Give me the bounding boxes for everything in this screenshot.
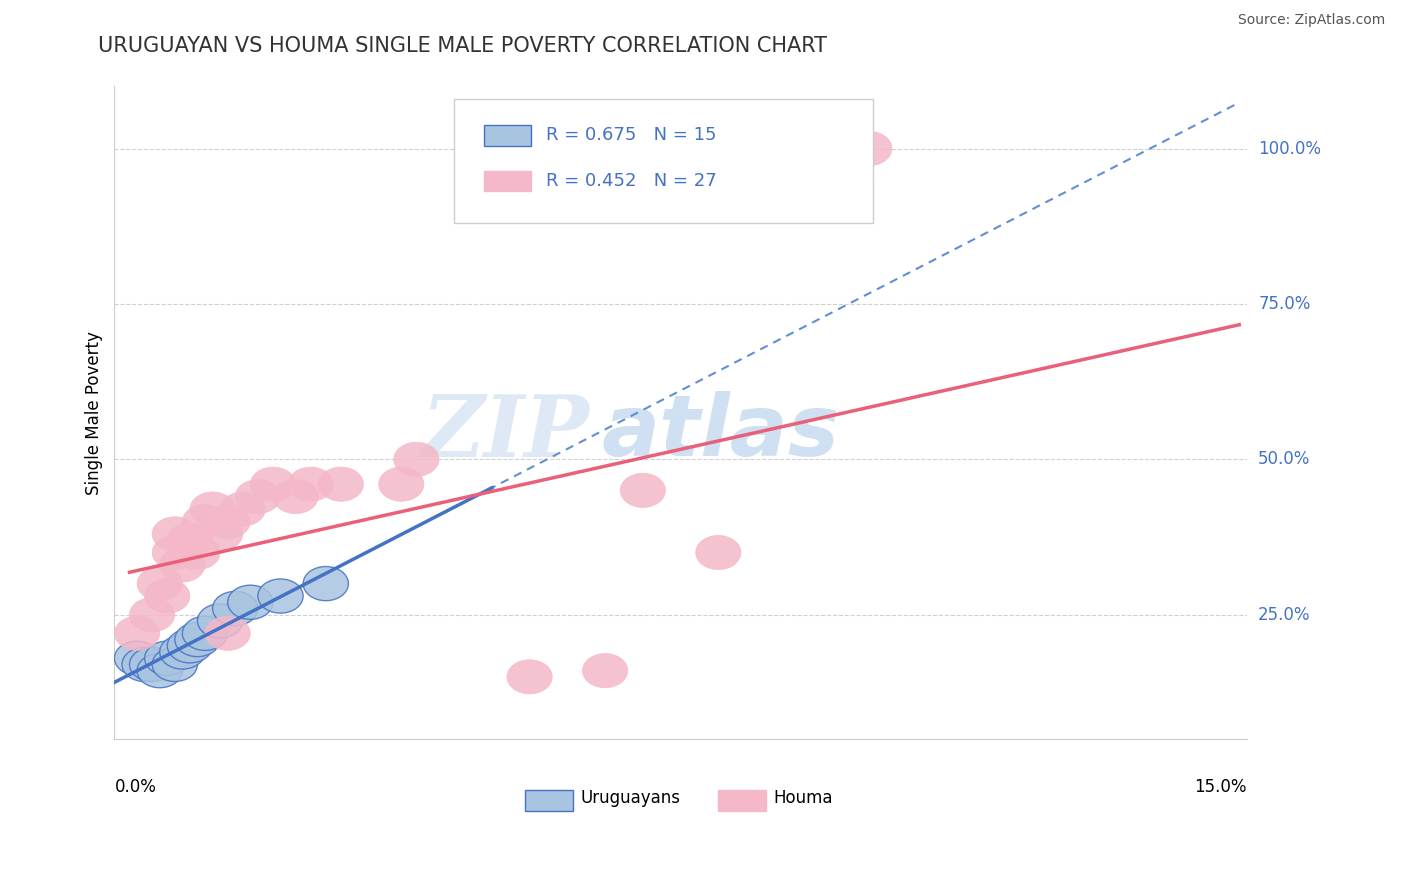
Ellipse shape [257,579,304,613]
Ellipse shape [235,480,280,514]
Text: 50.0%: 50.0% [1258,450,1310,468]
Ellipse shape [145,579,190,613]
Text: Source: ZipAtlas.com: Source: ZipAtlas.com [1237,13,1385,28]
Ellipse shape [273,480,318,514]
Ellipse shape [167,523,212,558]
Text: 25.0%: 25.0% [1258,606,1310,624]
Ellipse shape [508,660,553,694]
Ellipse shape [696,535,741,570]
Text: R = 0.452   N = 27: R = 0.452 N = 27 [546,172,717,190]
Text: 0.0%: 0.0% [114,778,156,797]
Ellipse shape [318,467,364,501]
Ellipse shape [114,616,160,650]
Ellipse shape [145,641,190,675]
Ellipse shape [174,623,221,657]
Ellipse shape [183,616,228,650]
Text: Uruguayans: Uruguayans [581,789,681,806]
Ellipse shape [122,648,167,681]
Text: atlas: atlas [602,391,839,474]
Ellipse shape [846,131,891,166]
Ellipse shape [174,535,221,570]
Ellipse shape [212,591,257,625]
Ellipse shape [160,548,205,582]
FancyBboxPatch shape [718,790,765,811]
Ellipse shape [304,566,349,600]
FancyBboxPatch shape [454,99,873,223]
FancyBboxPatch shape [484,170,531,192]
Text: Houma: Houma [773,789,832,806]
Text: 75.0%: 75.0% [1258,295,1310,313]
Ellipse shape [197,604,243,638]
Ellipse shape [183,504,228,539]
Ellipse shape [197,516,243,551]
Text: 100.0%: 100.0% [1258,139,1322,158]
Ellipse shape [250,467,295,501]
Ellipse shape [129,648,174,681]
Ellipse shape [228,585,273,619]
FancyBboxPatch shape [526,790,574,811]
Text: URUGUAYAN VS HOUMA SINGLE MALE POVERTY CORRELATION CHART: URUGUAYAN VS HOUMA SINGLE MALE POVERTY C… [98,36,827,55]
Ellipse shape [620,474,665,508]
Ellipse shape [394,442,439,476]
Ellipse shape [114,641,160,675]
Ellipse shape [167,629,212,663]
Ellipse shape [152,648,197,681]
Text: ZIP: ZIP [422,391,591,474]
Ellipse shape [152,535,197,570]
Ellipse shape [205,616,250,650]
Ellipse shape [582,654,627,688]
Ellipse shape [160,635,205,669]
Ellipse shape [288,467,333,501]
Ellipse shape [136,566,183,600]
Ellipse shape [190,491,235,526]
Text: 15.0%: 15.0% [1194,778,1247,797]
Ellipse shape [136,654,183,688]
Ellipse shape [152,516,197,551]
Ellipse shape [205,504,250,539]
Ellipse shape [378,467,425,501]
Ellipse shape [129,598,174,632]
Y-axis label: Single Male Poverty: Single Male Poverty [86,331,103,495]
Ellipse shape [221,491,266,526]
Text: R = 0.675   N = 15: R = 0.675 N = 15 [546,127,716,145]
FancyBboxPatch shape [484,125,531,145]
